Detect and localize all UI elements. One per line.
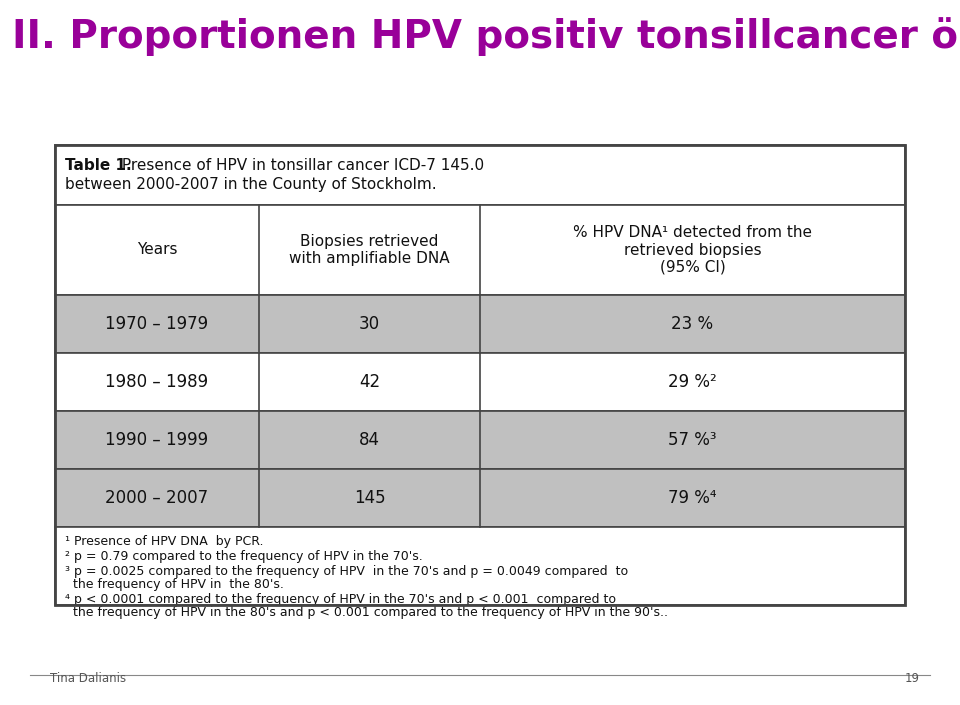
Bar [55,295,905,353]
Bar [55,145,905,205]
Text: 29 %²: 29 %² [668,373,717,391]
Text: 79 %⁴: 79 %⁴ [668,489,717,507]
Text: 1990 – 1999: 1990 – 1999 [106,431,208,449]
Text: ² p = 0.79 compared to the frequency of HPV in the 70's.: ² p = 0.79 compared to the frequency of … [65,550,422,563]
Text: 1970 – 1979: 1970 – 1979 [106,315,208,333]
Text: Years: Years [136,243,178,257]
Text: 145: 145 [353,489,385,507]
Bar [55,145,905,605]
Text: Tina Dalianis: Tina Dalianis [50,672,126,685]
Text: 57 %³: 57 %³ [668,431,717,449]
Text: ⁴ p < 0.0001 compared to the frequency of HPV in the 70's and p < 0.001  compare: ⁴ p < 0.0001 compared to the frequency o… [65,593,616,606]
Text: 2000 – 2007: 2000 – 2007 [106,489,208,507]
Bar [55,527,905,605]
Text: ¹ Presence of HPV DNA  by PCR.: ¹ Presence of HPV DNA by PCR. [65,535,263,548]
Text: ³ p = 0.0025 compared to the frequency of HPV  in the 70's and p = 0.0049 compar: ³ p = 0.0025 compared to the frequency o… [65,565,628,578]
Text: 42: 42 [359,373,380,391]
Bar [55,411,905,469]
Text: 30: 30 [359,315,380,333]
Text: 23 %: 23 % [671,315,713,333]
Text: 19: 19 [905,672,920,685]
Bar [55,353,905,411]
Text: II. Proportionen HPV positiv tonsillcancer ökar: II. Proportionen HPV positiv tonsillcanc… [12,17,960,56]
Text: the frequency of HPV in the 80's and p < 0.001 compared to the frequency of HPV : the frequency of HPV in the 80's and p <… [65,606,668,619]
Text: Biopsies retrieved
with amplifiable DNA: Biopsies retrieved with amplifiable DNA [289,234,450,266]
Text: between 2000-2007 in the County of Stockholm.: between 2000-2007 in the County of Stock… [65,178,437,192]
Bar [55,205,905,295]
Text: 84: 84 [359,431,380,449]
Text: 1980 – 1989: 1980 – 1989 [106,373,208,391]
Text: the frequency of HPV in  the 80's.: the frequency of HPV in the 80's. [65,578,284,591]
Text: % HPV DNA¹ detected from the
retrieved biopsies
(95% CI): % HPV DNA¹ detected from the retrieved b… [573,225,812,275]
Bar [55,469,905,527]
Text: Table 1.: Table 1. [65,157,132,173]
Text: Presence of HPV in tonsillar cancer ICD-7 145.0: Presence of HPV in tonsillar cancer ICD-… [117,157,484,173]
